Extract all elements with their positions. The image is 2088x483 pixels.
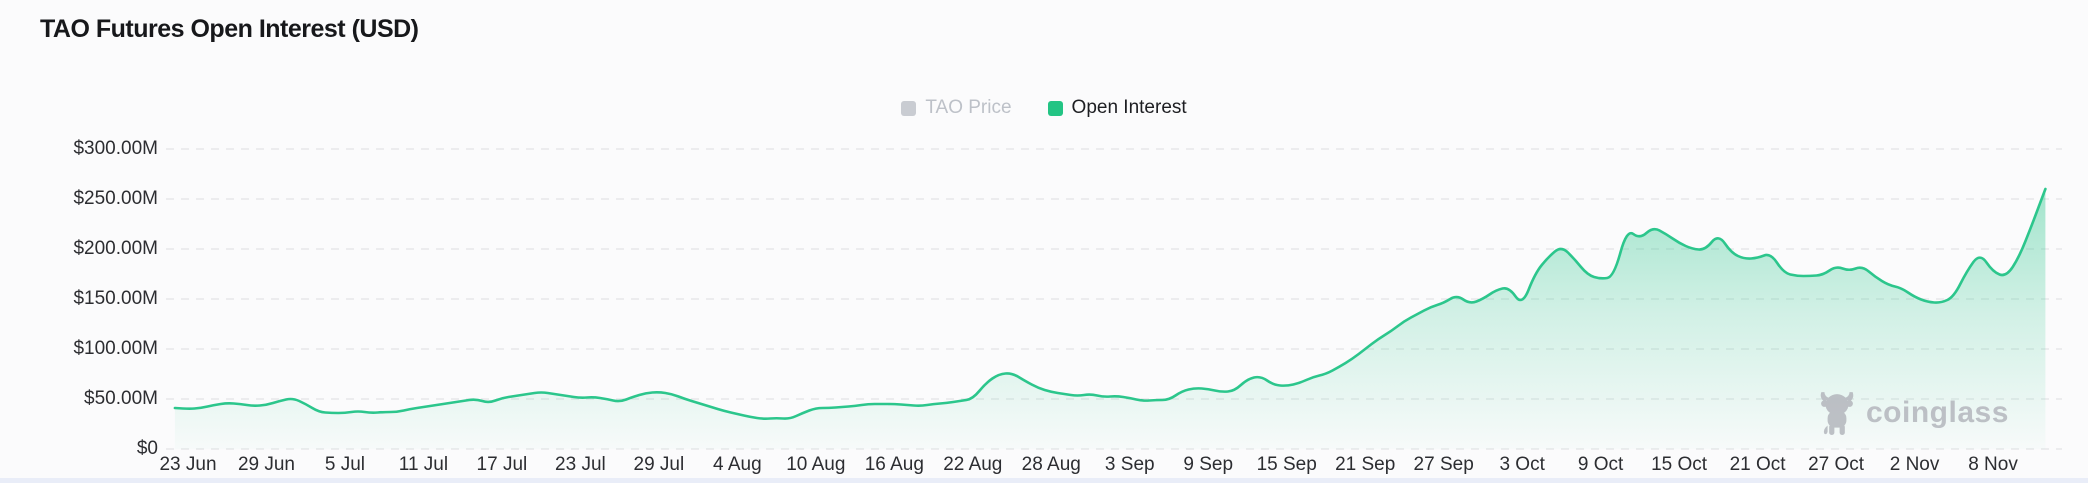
chart-title: TAO Futures Open Interest (USD)	[40, 15, 419, 43]
x-axis-label: 27 Sep	[1413, 454, 1474, 475]
y-axis-label: $250.00M	[73, 188, 158, 209]
x-axis-label: 15 Sep	[1256, 454, 1317, 475]
x-axis-label: 10 Aug	[786, 454, 846, 475]
x-axis-label: 5 Jul	[324, 454, 366, 475]
y-axis-label: $200.00M	[73, 238, 158, 259]
coinglass-bull-icon	[1820, 392, 1854, 435]
x-axis-label: 21 Sep	[1335, 454, 1396, 475]
legend-label-tao-price: TAO Price	[925, 97, 1012, 118]
x-axis-label: 16 Aug	[864, 454, 924, 475]
x-axis-label: 2 Nov	[1889, 454, 1940, 475]
open-interest-swatch-icon	[1047, 100, 1063, 116]
x-axis-label: 21 Oct	[1729, 454, 1786, 475]
bottom-scroll-strip[interactable]	[0, 478, 2088, 483]
y-axis-label: $50.00M	[84, 388, 158, 409]
x-axis-label: 11 Jul	[398, 454, 449, 475]
x-axis-label: 8 Nov	[1968, 454, 2018, 475]
legend-label-open-interest: Open Interest	[1071, 97, 1187, 118]
x-axis-label: 29 Jul	[633, 454, 685, 475]
x-axis-label: 3 Oct	[1499, 454, 1545, 475]
x-axis-label: 17 Jul	[476, 454, 528, 475]
x-axis-label: 29 Jun	[237, 454, 295, 475]
x-axis-label: 22 Aug	[943, 454, 1003, 475]
x-axis-label: 23 Jun	[159, 454, 217, 475]
x-axis-label: 4 Aug	[713, 454, 762, 475]
legend: TAO Price Open Interest	[0, 97, 2088, 119]
legend-item-tao-price[interactable]: TAO Price	[901, 97, 1012, 119]
oi-area-fill	[174, 189, 2046, 449]
legend-item-open-interest[interactable]: Open Interest	[1047, 97, 1187, 119]
watermark-label: coinglass	[1866, 396, 2009, 429]
tao-price-swatch-icon	[901, 100, 917, 116]
oi-line	[173, 187, 2047, 420]
y-axis-label: $100.00M	[73, 338, 158, 359]
x-axis-label: 28 Aug	[1021, 454, 1081, 475]
y-axis-label: $300.00M	[73, 138, 158, 159]
x-axis-label: 23 Jul	[555, 454, 606, 475]
x-axis-label: 15 Oct	[1651, 454, 1708, 475]
x-axis-label: 27 Oct	[1808, 454, 1865, 475]
coinglass-watermark: coinglass	[1816, 390, 2009, 436]
y-axis-label: $0	[136, 438, 158, 459]
y-axis-label: $150.00M	[73, 288, 158, 309]
x-axis-label: 9 Oct	[1577, 454, 1624, 475]
x-axis-label: 3 Sep	[1104, 454, 1155, 475]
x-axis-label: 9 Sep	[1183, 454, 1234, 475]
